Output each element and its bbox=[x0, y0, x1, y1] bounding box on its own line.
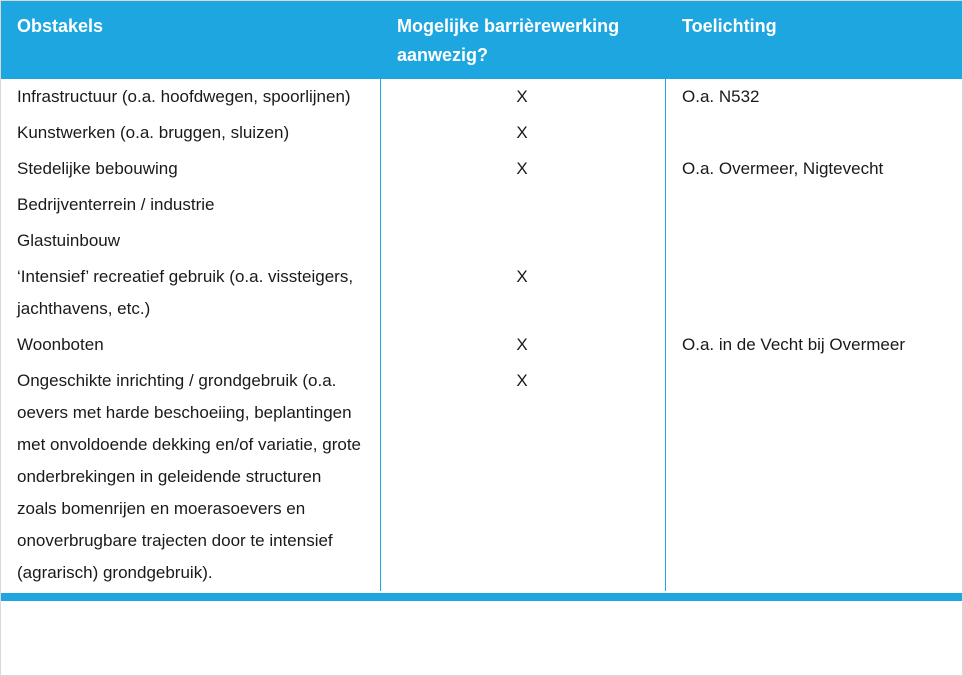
toelichting-cell bbox=[666, 187, 962, 223]
barriere-cell bbox=[381, 223, 666, 259]
column-header-barrierewerking: Mogelijke barrièrewerking aanwezig? bbox=[397, 16, 620, 65]
barriere-cell bbox=[381, 187, 666, 223]
table-row: Woonboten X O.a. in de Vecht bij Overmee… bbox=[1, 327, 962, 363]
table-row: Ongeschikte inrichting / grondgebruik (o… bbox=[1, 363, 962, 591]
table-header-row: Obstakels Mogelijke barrièrewerking aanw… bbox=[1, 1, 962, 79]
obstakel-cell: Bedrijventerrein / industrie bbox=[1, 187, 381, 223]
toelichting-cell bbox=[666, 259, 962, 327]
obstakel-cell: Stedelijke bebouwing bbox=[1, 151, 381, 187]
table-row: Stedelijke bebouwing X O.a. Overmeer, Ni… bbox=[1, 151, 962, 187]
obstakel-cell: ‘Intensief’ recreatief gebruik (o.a. vis… bbox=[1, 259, 381, 327]
obstakel-cell: Ongeschikte inrichting / grondgebruik (o… bbox=[1, 363, 381, 591]
obstakel-cell: Glastuinbouw bbox=[1, 223, 381, 259]
toelichting-cell: O.a. in de Vecht bij Overmeer bbox=[682, 335, 905, 354]
column-header-toelichting: Toelichting bbox=[682, 16, 777, 36]
table-bottom-border bbox=[1, 593, 962, 601]
barriere-cell: X bbox=[381, 363, 666, 591]
barriere-cell: X bbox=[381, 115, 666, 151]
table-body: Infrastructuur (o.a. hoofdwegen, spoorli… bbox=[1, 79, 962, 591]
table-row: Glastuinbouw bbox=[1, 223, 962, 259]
toelichting-cell bbox=[666, 363, 962, 591]
table-row: Infrastructuur (o.a. hoofdwegen, spoorli… bbox=[1, 79, 962, 115]
barriere-cell: X bbox=[381, 151, 666, 187]
barriere-cell: X bbox=[381, 79, 666, 115]
table-row: Kunstwerken (o.a. bruggen, sluizen) X bbox=[1, 115, 962, 151]
column-header-obstakels: Obstakels bbox=[17, 16, 104, 36]
toelichting-cell bbox=[666, 223, 962, 259]
toelichting-cell: O.a. N532 bbox=[682, 87, 760, 106]
obstakel-cell: Kunstwerken (o.a. bruggen, sluizen) bbox=[1, 115, 381, 151]
toelichting-cell: O.a. Overmeer, Nigtevecht bbox=[682, 159, 884, 178]
barriere-cell: X bbox=[381, 327, 666, 363]
barriere-cell: X bbox=[381, 259, 666, 327]
toelichting-cell bbox=[666, 115, 962, 151]
obstakel-cell: Infrastructuur (o.a. hoofdwegen, spoorli… bbox=[1, 79, 381, 115]
table-row: Bedrijventerrein / industrie bbox=[1, 187, 962, 223]
obstakel-cell: Woonboten bbox=[1, 327, 381, 363]
table-row: ‘Intensief’ recreatief gebruik (o.a. vis… bbox=[1, 259, 962, 327]
